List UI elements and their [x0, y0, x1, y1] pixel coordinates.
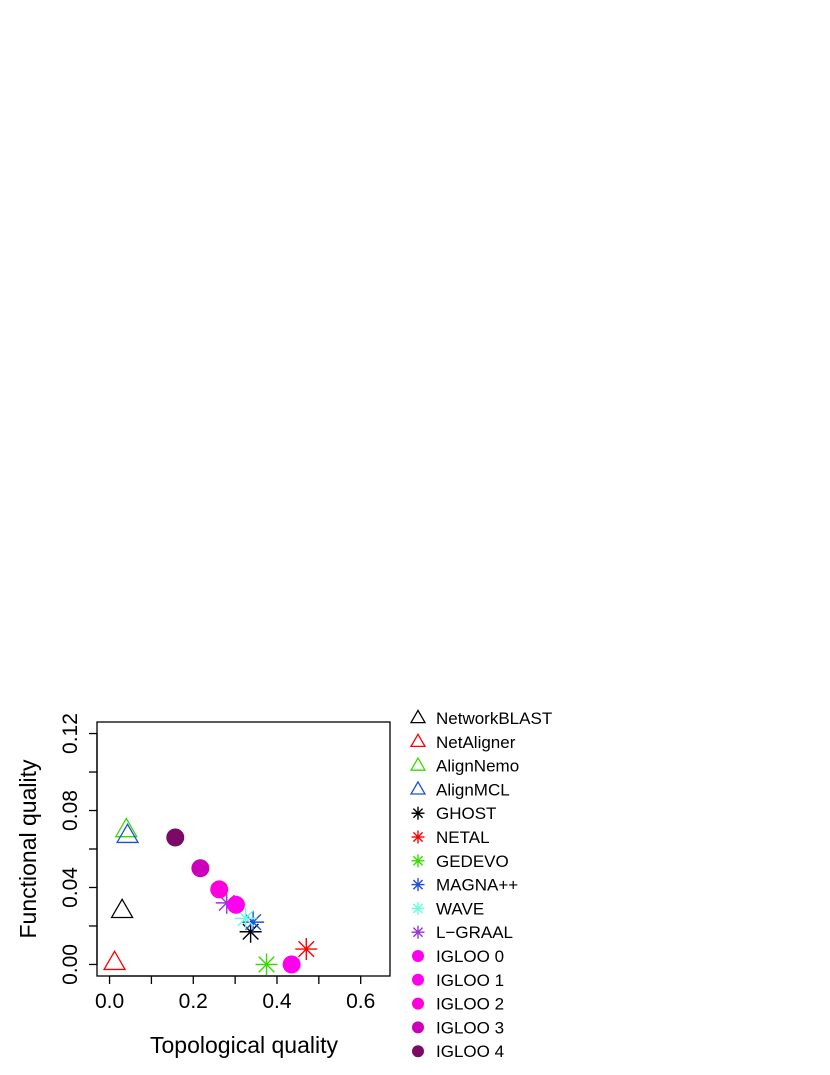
data-point-15 — [166, 828, 185, 847]
legend-label: IGLOO 2 — [436, 995, 504, 1014]
x-tick-label: 0.6 — [346, 990, 375, 1013]
y-tick-label: 0.08 — [59, 790, 82, 831]
legend-marker — [411, 925, 425, 939]
data-point-4 — [115, 822, 140, 844]
legend-label: IGLOO 0 — [436, 947, 504, 966]
legend-label: AlignNemo — [436, 757, 519, 776]
legend-item: WAVE — [411, 899, 484, 918]
legend-marker — [412, 950, 424, 962]
legend-marker — [412, 997, 424, 1010]
legend-label: GEDEVO — [436, 852, 509, 871]
x-tick-label: 0.4 — [262, 990, 292, 1013]
legend-label: NetAligner — [436, 733, 516, 752]
legend-item: NetworkBLAST — [409, 709, 552, 728]
y-tick-label: 0.00 — [59, 944, 82, 985]
legend-item: IGLOO 2 — [412, 995, 504, 1014]
legend-marker — [409, 780, 427, 795]
legend-marker — [412, 1045, 424, 1058]
data-points — [102, 817, 318, 976]
legend-label: WAVE — [436, 899, 484, 918]
data-point-1 — [110, 898, 134, 919]
data-point-14 — [191, 859, 210, 878]
legend-label: NetworkBLAST — [436, 709, 552, 728]
legend-item: IGLOO 3 — [412, 1018, 504, 1037]
legend-label: AlignMCL — [436, 780, 510, 799]
y-tick-label: 0.04 — [59, 867, 82, 908]
data-point-2 — [102, 949, 127, 971]
legend-item: GHOST — [411, 804, 496, 823]
x-tick-label: 0.0 — [95, 990, 124, 1013]
legend-label: GHOST — [436, 804, 496, 823]
legend-item: GEDEVO — [411, 852, 509, 871]
legend-item: IGLOO 1 — [412, 971, 504, 990]
data-point-6 — [295, 938, 318, 961]
legend-item: L−GRAAL — [411, 923, 513, 942]
data-point-9 — [234, 907, 257, 930]
legend: NetworkBLAST NetAligner AlignNemo AlignMCL G… — [409, 709, 552, 1061]
x-axis-title: Topological quality — [150, 1032, 338, 1058]
x-tick-label: 0.2 — [179, 990, 208, 1013]
legend-item: IGLOO 4 — [412, 1042, 504, 1061]
legend-item: IGLOO 0 — [412, 947, 504, 966]
legend-marker — [412, 973, 424, 986]
data-point-13 — [210, 880, 229, 899]
legend-marker — [409, 709, 427, 724]
legend-marker — [411, 901, 425, 915]
legend-marker — [411, 854, 425, 868]
legend-item: AlignNemo — [409, 756, 519, 776]
data-point-12 — [226, 895, 245, 914]
y-axis-title: Functional quality — [15, 759, 41, 938]
legend-item: MAGNA++ — [411, 876, 518, 895]
legend-item: NETAL — [411, 828, 490, 847]
legend-label: L−GRAAL — [436, 923, 513, 942]
legend-marker — [409, 756, 427, 771]
legend-marker — [412, 1021, 424, 1034]
legend-item: AlignMCL — [409, 780, 510, 799]
legend-item: NetAligner — [409, 732, 516, 752]
legend-label: IGLOO 3 — [436, 1018, 504, 1037]
legend-marker — [411, 878, 425, 892]
legend-label: MAGNA++ — [436, 876, 518, 895]
x-axis: 0.0 0.2 0.4 0.6 — [95, 975, 375, 1013]
y-tick-label: 0.12 — [59, 713, 82, 754]
legend-label: NETAL — [436, 828, 490, 847]
data-point-11 — [282, 955, 301, 974]
y-axis: 0.00 0.04 0.08 0.12 — [59, 713, 98, 985]
legend-marker — [411, 830, 425, 844]
legend-marker — [411, 806, 425, 820]
legend-marker — [409, 732, 427, 748]
data-point-3 — [114, 817, 138, 838]
data-point-7 — [255, 953, 278, 976]
legend-label: IGLOO 4 — [436, 1042, 504, 1061]
legend-label: IGLOO 1 — [436, 971, 504, 990]
